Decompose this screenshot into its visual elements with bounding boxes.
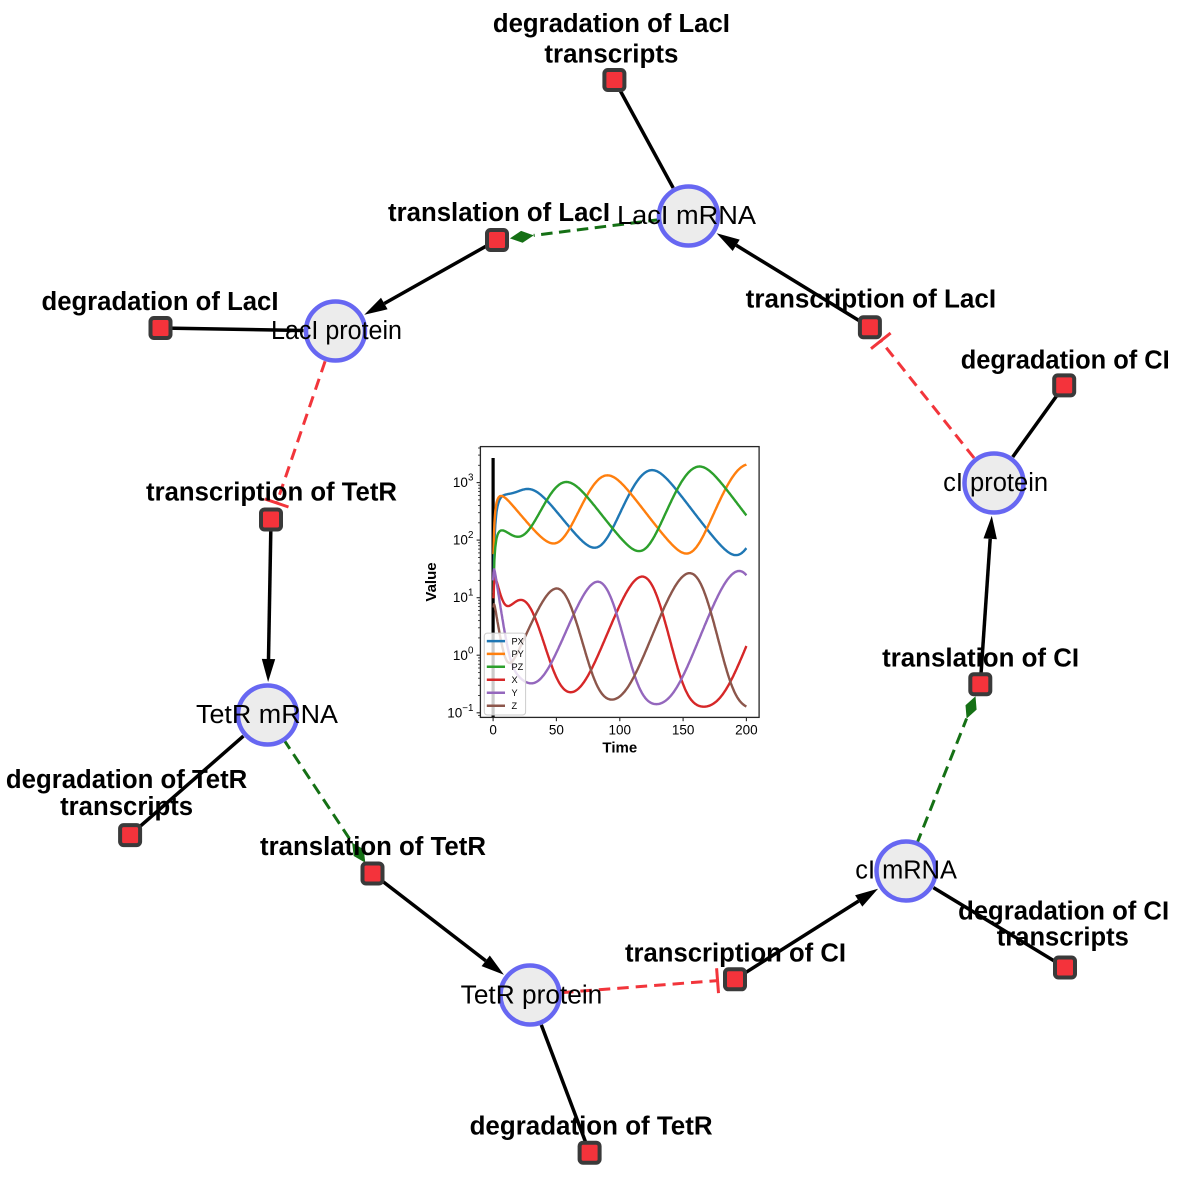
svg-text:Y: Y bbox=[512, 688, 518, 698]
svg-text:200: 200 bbox=[735, 722, 758, 737]
svg-text:transcripts: transcripts bbox=[544, 40, 678, 68]
svg-text:PX: PX bbox=[512, 636, 524, 646]
svg-text:transcription of LacI: transcription of LacI bbox=[746, 286, 997, 314]
svg-text:PY: PY bbox=[512, 649, 524, 659]
svg-text:translation of TetR: translation of TetR bbox=[260, 833, 486, 861]
svg-text:50: 50 bbox=[549, 722, 564, 737]
svg-text:150: 150 bbox=[672, 722, 695, 737]
svg-text:degradation of TetR: degradation of TetR bbox=[6, 766, 247, 794]
svg-text:102: 102 bbox=[453, 530, 473, 548]
svg-text:transcripts: transcripts bbox=[60, 793, 193, 821]
svg-text:translation of LacI: translation of LacI bbox=[388, 199, 610, 227]
svg-text:101: 101 bbox=[453, 588, 473, 606]
svg-text:Time: Time bbox=[602, 740, 637, 757]
svg-text:translation of CI: translation of CI bbox=[882, 644, 1079, 672]
svg-text:cI protein: cI protein bbox=[943, 469, 1048, 497]
svg-text:transcription of TetR: transcription of TetR bbox=[146, 478, 397, 506]
svg-text:degradation of TetR: degradation of TetR bbox=[470, 1112, 713, 1140]
svg-text:degradation of LacI: degradation of LacI bbox=[42, 288, 279, 316]
svg-text:0: 0 bbox=[489, 722, 497, 737]
svg-text:degradation of CI: degradation of CI bbox=[958, 897, 1169, 925]
svg-text:LacI protein: LacI protein bbox=[271, 317, 402, 345]
svg-text:degradation of LacI: degradation of LacI bbox=[493, 10, 730, 38]
svg-text:100: 100 bbox=[453, 645, 474, 663]
svg-text:cI mRNA: cI mRNA bbox=[855, 856, 957, 884]
svg-text:Z: Z bbox=[512, 701, 518, 711]
svg-text:transcripts: transcripts bbox=[997, 924, 1129, 952]
svg-text:degradation of CI: degradation of CI bbox=[961, 347, 1170, 375]
svg-text:10−1: 10−1 bbox=[447, 703, 473, 721]
svg-text:100: 100 bbox=[609, 722, 632, 737]
svg-text:TetR protein: TetR protein bbox=[461, 982, 603, 1010]
svg-text:Value: Value bbox=[423, 562, 440, 601]
svg-text:LacI mRNA: LacI mRNA bbox=[617, 202, 756, 230]
svg-text:PZ: PZ bbox=[512, 662, 524, 672]
svg-text:X: X bbox=[512, 675, 518, 685]
svg-text:transcription of CI: transcription of CI bbox=[625, 939, 846, 967]
svg-text:TetR mRNA: TetR mRNA bbox=[196, 701, 338, 729]
svg-text:103: 103 bbox=[453, 473, 474, 491]
